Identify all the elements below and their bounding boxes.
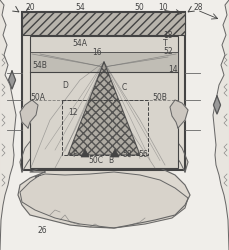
Text: 28: 28 [193, 3, 202, 12]
Text: 26: 26 [38, 226, 48, 235]
Polygon shape [8, 71, 16, 89]
Text: C: C [122, 83, 127, 92]
Bar [22, 12, 185, 35]
Text: 54A: 54A [72, 39, 87, 48]
Polygon shape [213, 96, 221, 114]
Text: 18: 18 [163, 31, 172, 40]
Polygon shape [0, 0, 16, 250]
Text: 58: 58 [122, 150, 132, 159]
Text: 20: 20 [26, 3, 36, 12]
Text: 10: 10 [158, 3, 168, 12]
Polygon shape [20, 172, 188, 228]
Bar [30, 36, 178, 168]
Text: D: D [62, 81, 68, 90]
Text: 14: 14 [168, 65, 178, 74]
Polygon shape [81, 149, 89, 157]
Bar [62, 100, 148, 155]
Text: 56: 56 [138, 150, 148, 159]
Text: 12: 12 [68, 108, 77, 117]
Bar [30, 52, 178, 72]
Polygon shape [170, 100, 188, 128]
Text: F: F [72, 150, 76, 159]
Text: 52: 52 [163, 47, 173, 56]
Polygon shape [162, 125, 188, 172]
Bar [22, 12, 185, 170]
Text: 50B: 50B [152, 93, 167, 102]
Text: B: B [108, 156, 113, 165]
Polygon shape [213, 0, 229, 250]
Text: 16: 16 [92, 48, 102, 57]
Polygon shape [20, 100, 38, 128]
Text: T: T [163, 39, 168, 48]
Polygon shape [111, 149, 119, 157]
Text: 54B: 54B [32, 61, 47, 70]
Polygon shape [20, 125, 45, 172]
Polygon shape [68, 62, 140, 155]
Text: 50A: 50A [30, 93, 45, 102]
Text: 50C: 50C [88, 156, 103, 165]
Text: 50: 50 [134, 3, 144, 12]
Polygon shape [18, 158, 190, 228]
Text: 54: 54 [75, 3, 85, 12]
